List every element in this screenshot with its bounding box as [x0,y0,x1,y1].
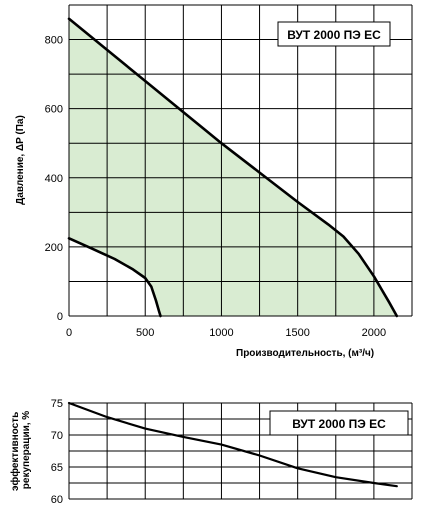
x-tick-label: 0 [66,327,72,339]
efficiency-y-tick-labels: 60 65 70 75 [51,398,63,506]
pressure-grid [68,4,413,317]
x-tick-label: 1000 [209,327,233,339]
upper-curve [67,17,399,318]
y-axis-label: эффективность рекуперации, % [9,409,32,491]
y-axis-label: Давление, ΔP (Па) [15,115,26,205]
model-badge-top: ВУТ 2000 ПЭ ЕС [277,21,391,47]
x-tick-label: 1500 [285,327,309,339]
model-badge-box [277,21,391,47]
x-tick-labels: 0 500 1000 1500 2000 [66,327,386,339]
lower-curve [67,237,162,318]
x-tick-label: 2000 [362,327,386,339]
operating-area-fill [69,18,397,317]
efficiency-chart: 60 65 70 75 ВУТ 2000 ПЭ ЕС эффективность ре… [9,398,413,506]
y-axis-label-line-1: эффективность [9,412,21,491]
efficiency-curve [67,401,398,488]
model-badge-label: ВУТ 2000 ПЭ ЕС [292,417,386,431]
y-tick-label: 200 [45,242,63,254]
y-tick-label: 400 [45,173,63,185]
y-tick-label: 600 [45,104,63,116]
y-axis-label-line-2: рекуперации, % [21,411,32,490]
x-axis-label: Производительность, (м³/ч) [236,348,374,359]
pressure-chart: 0 500 1000 1500 2000 0 200 400 600 800 ВУТ 2000 … [15,4,413,359]
y-tick-label: 65 [51,462,63,474]
y-tick-label: 75 [51,398,63,410]
model-badge-label: ВУТ 2000 ПЭ ЕС [287,28,381,42]
y-tick-label: 0 [57,311,63,323]
y-tick-label: 60 [51,494,63,506]
y-tick-label: 800 [45,35,63,47]
efficiency-curves [67,401,398,488]
model-badge-box [269,410,409,436]
y-tick-labels: 0 200 400 600 800 [45,35,63,323]
pressure-curves [67,17,399,318]
x-tick-label: 500 [136,327,154,339]
y-tick-label: 70 [51,430,63,442]
model-badge-bottom: ВУТ 2000 ПЭ ЕС [269,410,409,436]
